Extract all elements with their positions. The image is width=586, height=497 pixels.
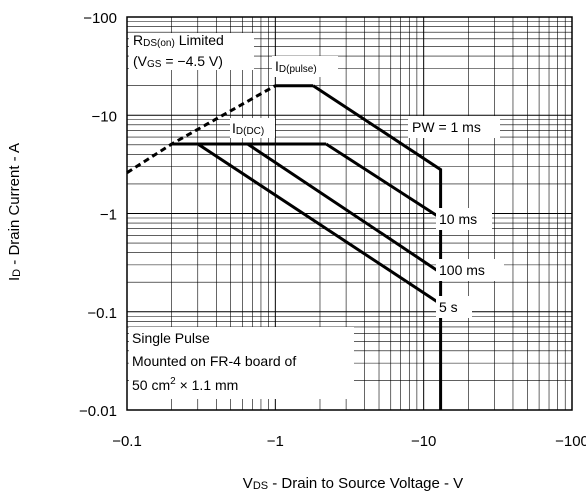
pw-10ms-label: 10 ms <box>439 211 477 227</box>
pw-100ms-label: 100 ms <box>439 262 485 278</box>
note-board-size: 50 cm2 × 1.1 mm <box>132 376 238 393</box>
note-bg <box>129 327 354 399</box>
x-tick-label: −1 <box>267 433 284 450</box>
y-tick-label: −0.1 <box>87 305 117 322</box>
x-tick-label: −10 <box>411 433 436 450</box>
pw-1ms-label: PW = 1 ms <box>412 119 481 135</box>
id-pulse-label-bg <box>272 56 338 77</box>
x-tick-label: −100 <box>555 433 586 450</box>
rds-limited-label: RDS(on) Limited <box>133 32 224 49</box>
x-axis-title: VDS - Drain to Source Voltage - V <box>243 475 463 492</box>
id-pulse-label: ID(pulse) <box>275 58 317 75</box>
id-dc-label-bg <box>230 118 275 138</box>
pw-100ms-label-bg <box>436 259 504 281</box>
series-line-5-s <box>196 142 442 306</box>
note-mounted: Mounted on FR-4 board of <box>132 353 296 369</box>
pw-1ms-label-bg <box>408 116 500 138</box>
series-line-pw-1-ms <box>312 84 443 410</box>
pw-5s-label-bg <box>436 296 472 318</box>
rds-label-bg <box>129 33 254 70</box>
y-tick-labels: −100 −10 −1 −0.1 −0.01 <box>79 10 117 420</box>
series-line-10-ms <box>325 142 442 220</box>
y-tick-label: −0.01 <box>79 403 117 420</box>
plot-frame <box>126 16 573 411</box>
vgs-condition-label: (VGS = −4.5 V) <box>133 53 223 70</box>
x-tick-labels: −0.1 −1 −10 −100 <box>112 433 586 450</box>
y-axis-title: ID - Drain Current - A <box>6 143 23 281</box>
y-tick-label: −100 <box>83 10 117 27</box>
y-tick-label: −1 <box>100 207 117 224</box>
note-single-pulse: Single Pulse <box>132 330 210 346</box>
pw-5s-label: 5 s <box>439 299 458 315</box>
y-tick-label: −10 <box>92 108 117 125</box>
pw-10ms-label-bg <box>436 208 492 230</box>
series-layer <box>126 84 443 410</box>
x-tick-label: −0.1 <box>112 433 142 450</box>
series-line-100-ms <box>246 142 442 274</box>
id-dc-label: ID(DC) <box>232 120 264 137</box>
